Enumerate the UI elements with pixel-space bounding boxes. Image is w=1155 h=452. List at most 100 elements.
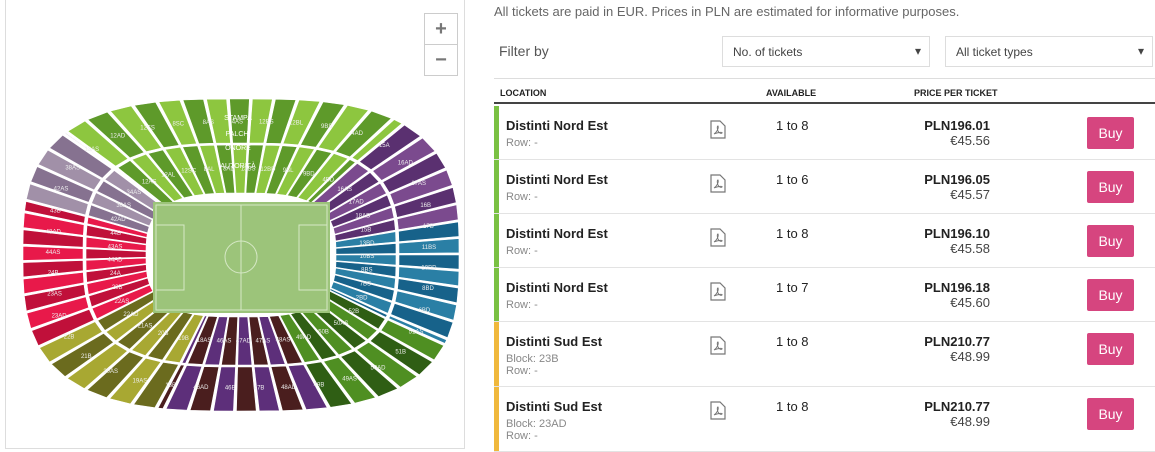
section-label: 43B [50, 208, 61, 214]
stadium-sector [31, 308, 95, 347]
location-detail: Row: - [506, 430, 538, 442]
pdf-icon[interactable] [710, 401, 726, 425]
section-label: 24B [48, 270, 59, 276]
stadium-sector [165, 365, 203, 411]
buy-button[interactable]: Buy [1087, 398, 1134, 430]
section-label: 16AS [337, 187, 352, 193]
pdf-icon[interactable] [710, 336, 726, 360]
stadium-sector [329, 288, 388, 318]
section-label: 48AS [276, 337, 291, 343]
section-label: 8BS [361, 267, 372, 273]
availability: 1 to 8 [776, 226, 809, 241]
stadium-sector [88, 204, 150, 234]
ticket-row: Distinti Nord Est Row: - 1 to 7 PLN196.18 €4… [494, 268, 1155, 322]
stadium-sector [351, 119, 403, 161]
stadium-sector [158, 99, 198, 146]
buy-button[interactable]: Buy [1087, 279, 1134, 311]
section-label: 12BL [289, 121, 304, 127]
stadium-sector [394, 290, 457, 321]
section-label: 19AS [133, 378, 148, 384]
section-label: 18AD [355, 213, 371, 219]
availability: 1 to 7 [776, 280, 809, 295]
stadium-sector [388, 315, 447, 344]
stadium-sector [305, 361, 353, 408]
table-header: LOCATION AVAILABLE PRICE PER TICKET [494, 78, 1155, 104]
section-label: 8AD [223, 167, 235, 173]
ticket-row: Distinti Nord Est Row: - 1 to 8 PLN196.10 €4… [494, 214, 1155, 268]
price-pln: PLN210.77 [924, 334, 990, 349]
section-label: 43AD [46, 229, 62, 235]
pdf-glyph [710, 120, 726, 139]
section-label: 8AL [204, 167, 215, 173]
stadium-sector [87, 111, 145, 159]
section-label: 16AD [398, 160, 414, 166]
stadium-sector [248, 316, 269, 366]
stadium-sector [26, 183, 89, 216]
stadium-sector [245, 144, 264, 194]
pdf-icon[interactable] [710, 282, 726, 306]
stadium-sector [86, 351, 145, 399]
section-label: 10BS [360, 254, 375, 260]
stadium-sector [39, 321, 103, 363]
stadium-sector [86, 216, 148, 238]
pdf-glyph [710, 401, 726, 420]
section-label: 47AS [256, 338, 271, 344]
section-label: 8AS [203, 120, 214, 126]
ticket-row: Distinti Nord Est Row: - 1 to 8 PLN196.01 €4… [494, 106, 1155, 160]
location-detail: Row: - [506, 245, 538, 257]
section-label: 15B [361, 227, 372, 233]
price-pln: PLN196.18 [924, 280, 990, 295]
location-name: Distinti Nord Est [506, 118, 608, 133]
types-select[interactable]: All ticket types [945, 36, 1153, 67]
stadium-sector [66, 343, 128, 390]
stadium-sector [330, 194, 392, 228]
section-label: 46AS [217, 338, 232, 344]
stadium-sector [216, 144, 236, 194]
tickets-select[interactable]: No. of tickets [722, 36, 930, 67]
price-eur: €45.57 [950, 187, 990, 202]
section-label: 44AS [46, 250, 61, 256]
stadium-sector [382, 152, 446, 193]
stand-label: AUTORITÀ [220, 161, 256, 170]
stadium-sector [297, 153, 349, 202]
price-eur: €48.99 [950, 349, 990, 364]
pdf-icon[interactable] [710, 174, 726, 198]
stadium-sector [333, 274, 395, 302]
zoom-out[interactable]: − [425, 44, 457, 75]
stadium-sector [85, 264, 147, 283]
pdf-icon[interactable] [710, 228, 726, 252]
zoom-in[interactable]: + [435, 18, 447, 40]
section-label: 24A [110, 271, 121, 277]
price-eur: €45.58 [950, 241, 990, 256]
section-label: 15A [379, 143, 390, 149]
section-label: 6BD [419, 308, 431, 314]
section-label: 22AD [123, 312, 139, 318]
section-label: 44AD [107, 257, 123, 263]
buy-button[interactable]: Buy [1087, 171, 1134, 203]
section-label: 23AD [52, 313, 68, 319]
buy-button[interactable]: Buy [1087, 117, 1134, 149]
stand-label: PALCHI [226, 131, 251, 138]
pdf-icon[interactable] [710, 120, 726, 144]
section-label: 38AS [65, 165, 80, 171]
stadium-sector [380, 319, 445, 361]
availability: 1 to 8 [776, 118, 809, 133]
stand-label: ONORE [225, 145, 251, 152]
buy-button[interactable]: Buy [1087, 333, 1134, 365]
stadium-sector [109, 357, 162, 405]
stadium-sector [317, 104, 370, 152]
section-label: 50AS [334, 321, 349, 327]
section-label: 42AD [111, 217, 127, 223]
pdf-glyph [710, 228, 726, 247]
buy-button[interactable]: Buy [1087, 225, 1134, 257]
price-eur: €45.60 [950, 295, 990, 310]
col-header: LOCATION [500, 88, 547, 98]
notice: All tickets are paid in EUR. Prices in P… [494, 4, 960, 19]
stadium-sector [398, 238, 460, 254]
section-label: 20B [158, 331, 169, 337]
section-label: 9BS [321, 124, 332, 130]
stadium-sector [187, 315, 218, 365]
location-detail: Row: - [506, 365, 538, 377]
section-label: 12AL [161, 172, 176, 178]
